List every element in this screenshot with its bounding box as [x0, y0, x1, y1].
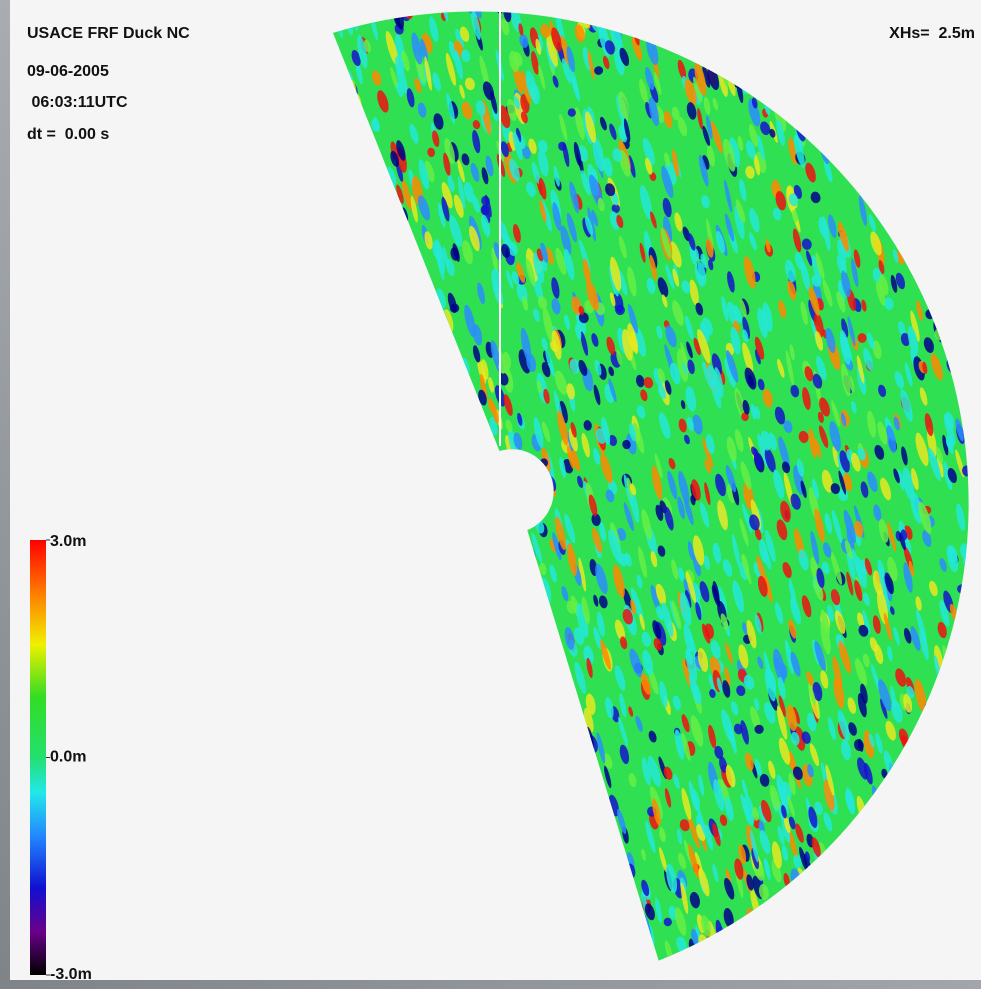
colorbar-label: 3.0m	[50, 533, 86, 550]
site-label: USACE FRF Duck NC	[27, 25, 190, 42]
colorbar-label: -3.0m	[50, 966, 92, 983]
time-label: 06:03:11UTC	[27, 94, 128, 111]
page: USACE FRF Duck NC 09-06-2005 06:03:11UTC…	[0, 0, 981, 989]
radar-view: USACE FRF Duck NC 09-06-2005 06:03:11UTC…	[0, 0, 981, 989]
colorbar-label: 0.0m	[50, 749, 86, 766]
dt-label: dt = 0.00 s	[27, 126, 109, 143]
date-label: 09-06-2005	[27, 63, 109, 80]
xhs-label: XHs= 2.5m	[889, 25, 975, 42]
colorbar	[30, 540, 46, 975]
